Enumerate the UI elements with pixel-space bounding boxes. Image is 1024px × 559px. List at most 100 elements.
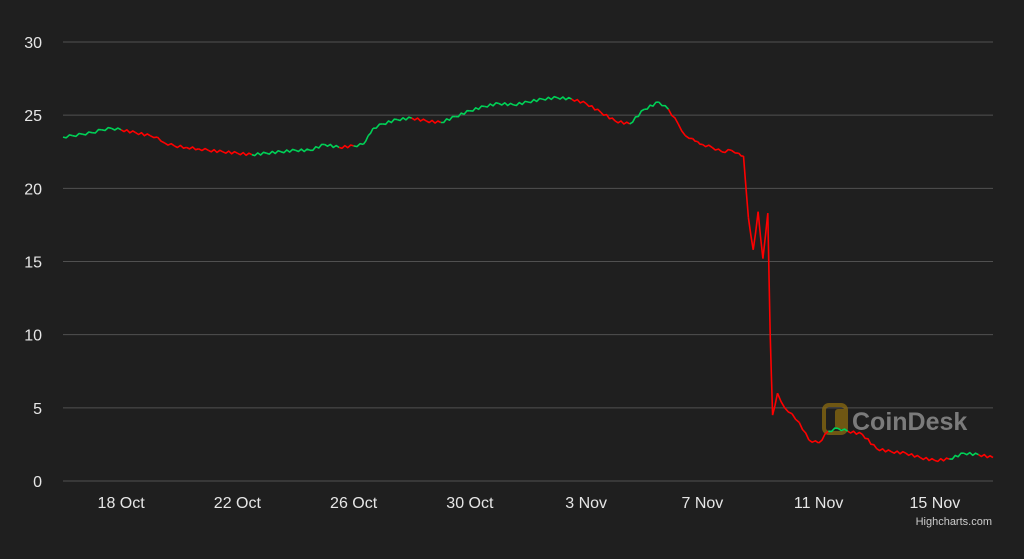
- series-segment: [92, 128, 102, 134]
- series-segment: [701, 143, 713, 149]
- series-segment: [367, 127, 374, 137]
- series-segment: [658, 101, 670, 110]
- y-tick-label: 5: [33, 401, 42, 418]
- series-segment: [742, 156, 750, 218]
- series-segment: [818, 430, 829, 444]
- series-segment: [629, 108, 645, 125]
- coindesk-watermark: CoinDesk: [822, 403, 967, 436]
- series-segment: [600, 111, 616, 122]
- series-segment: [222, 150, 238, 155]
- series-segment: [324, 143, 340, 149]
- y-tick-label: 30: [24, 35, 42, 52]
- series-segment: [677, 123, 687, 137]
- y-tick-label: 15: [24, 255, 42, 272]
- x-tick-label: 26 Oct: [330, 495, 378, 512]
- series-segment: [769, 334, 774, 416]
- series-segment: [111, 127, 122, 131]
- series-segment: [469, 105, 485, 112]
- series-segment: [513, 100, 529, 107]
- series-segment: [72, 132, 83, 138]
- coindesk-logo-icon: [822, 403, 848, 435]
- grid-lines: [63, 41, 993, 482]
- series-segment: [767, 213, 771, 335]
- y-tick-label: 25: [24, 108, 42, 125]
- x-tick-label: 7 Nov: [681, 495, 723, 512]
- series-segment: [280, 148, 296, 154]
- series-segment: [542, 95, 558, 101]
- series-segment: [362, 135, 369, 145]
- y-axis-labels: 0 5 10 15 20 25 30: [24, 35, 42, 491]
- price-series: [62, 95, 994, 463]
- series-segment: [120, 129, 137, 134]
- series-segment: [828, 427, 839, 433]
- series-segment: [164, 142, 175, 147]
- series-segment: [425, 119, 442, 124]
- series-segment: [808, 439, 820, 444]
- series-segment: [876, 448, 892, 453]
- series-segment: [353, 142, 364, 148]
- series-segment: [861, 433, 878, 450]
- series-segment: [585, 102, 602, 113]
- series-segment: [919, 456, 936, 462]
- series-segment: [738, 152, 744, 157]
- series-segment: [527, 97, 543, 104]
- series-segment: [711, 146, 723, 153]
- series-segment: [776, 392, 786, 409]
- series-segment: [556, 96, 572, 101]
- series-segment: [752, 211, 759, 250]
- series-segment: [934, 457, 950, 463]
- series-segment: [149, 134, 158, 139]
- y-tick-label: 0: [33, 474, 42, 491]
- series-segment: [62, 134, 73, 139]
- series-segment: [978, 453, 994, 459]
- series-segment: [791, 413, 800, 424]
- series-segment: [692, 138, 698, 143]
- series-segment: [667, 108, 679, 125]
- series-segment: [684, 135, 693, 140]
- series-segment: [905, 452, 921, 459]
- series-segment: [771, 393, 779, 416]
- series-segment: [372, 123, 383, 130]
- series-segment: [251, 151, 267, 157]
- series-segment: [484, 102, 500, 108]
- series-segment: [174, 144, 187, 149]
- series-segment: [963, 451, 979, 457]
- series-segment: [949, 452, 964, 460]
- x-tick-label: 3 Nov: [565, 495, 607, 512]
- series-segment: [135, 131, 151, 137]
- x-tick-label: 11 Nov: [794, 495, 844, 512]
- series-segment: [571, 98, 587, 105]
- series-segment: [156, 136, 166, 144]
- series-segment: [207, 148, 224, 154]
- series-segment: [757, 211, 764, 259]
- series-segment: [762, 213, 769, 259]
- series-segment: [82, 131, 93, 136]
- series-segment: [440, 115, 456, 124]
- series-segment: [411, 117, 427, 122]
- series-segment: [747, 217, 754, 250]
- series-segment: [614, 120, 631, 125]
- series-segment: [198, 147, 209, 152]
- x-tick-label: 22 Oct: [214, 495, 262, 512]
- series-segment: [837, 427, 849, 432]
- x-tick-label: 30 Oct: [446, 495, 494, 512]
- y-tick-label: 20: [24, 181, 42, 198]
- x-tick-label: 18 Oct: [98, 495, 146, 512]
- series-segment: [847, 430, 863, 435]
- series-segment: [498, 102, 514, 107]
- series-segment: [295, 148, 311, 153]
- series-segment: [784, 407, 793, 415]
- series-segment: [696, 140, 703, 146]
- series-segment: [382, 118, 398, 126]
- series-segment: [644, 101, 659, 111]
- series-segment: [338, 144, 354, 150]
- series-segment: [455, 109, 470, 118]
- series-segment: [101, 126, 112, 132]
- series-segment: [266, 150, 282, 155]
- series-segment: [890, 450, 907, 455]
- series-segment: [310, 143, 325, 152]
- highcharts-credit[interactable]: Highcharts.com: [916, 516, 992, 528]
- series-segment: [237, 151, 253, 157]
